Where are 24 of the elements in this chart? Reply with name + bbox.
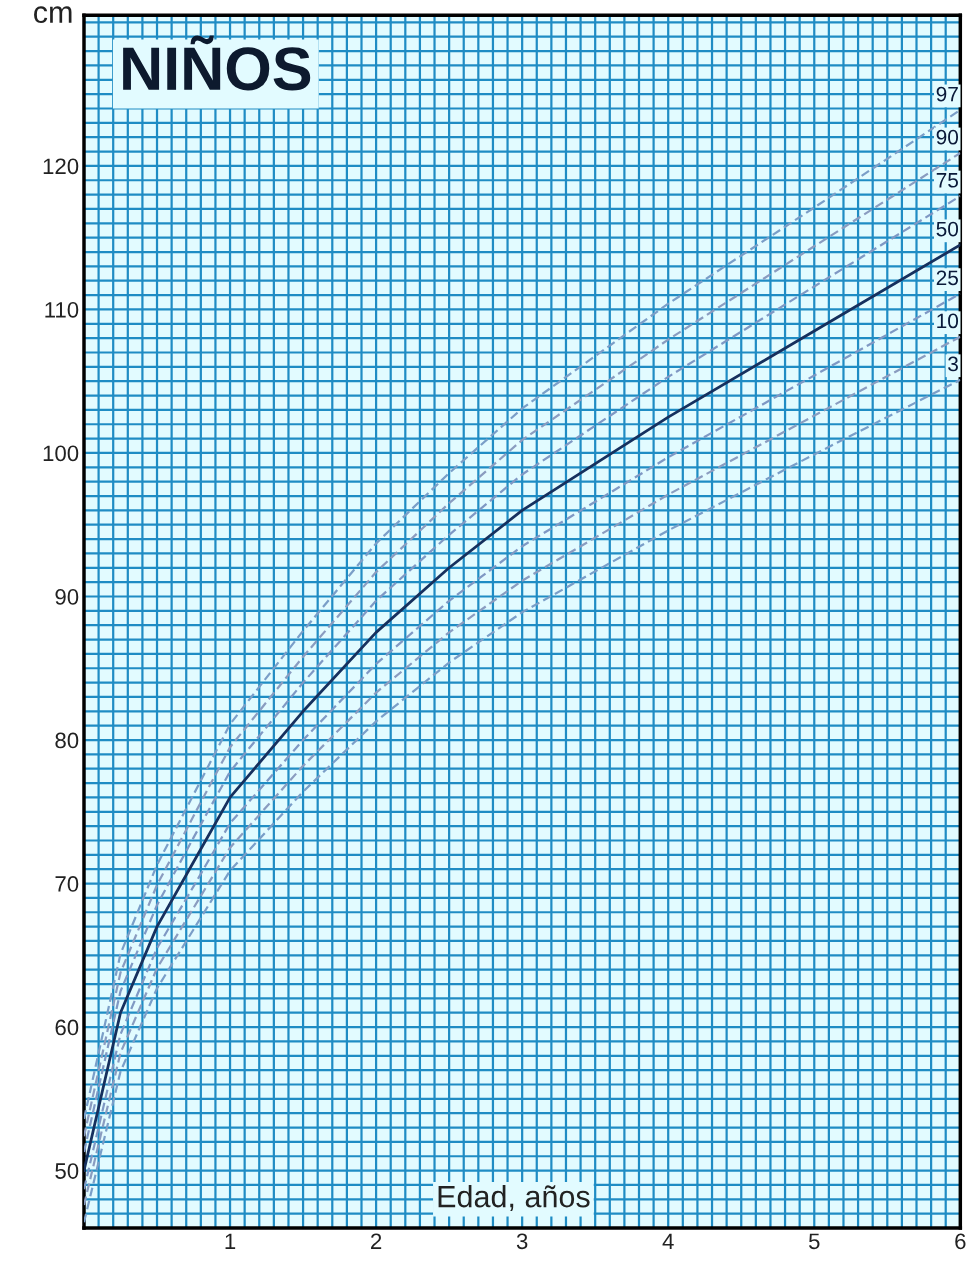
y-axis-title: cm	[34, 6, 72, 24]
series-label: 25	[936, 270, 958, 286]
x-tick-label: 5	[808, 1233, 820, 1250]
series-label: 10	[937, 313, 959, 329]
x-tick-label: 6	[955, 1233, 966, 1250]
series-label: 90	[936, 129, 959, 145]
series-label: 75	[936, 173, 958, 188]
y-tick-label: 110	[45, 301, 79, 318]
y-tick-label: 60	[55, 1019, 79, 1036]
series-label: 50	[936, 221, 959, 237]
y-tick-label: 80	[55, 732, 79, 749]
series-label: 97	[936, 86, 958, 102]
x-tick-label: 2	[371, 1233, 382, 1249]
y-tick-label: 100	[43, 445, 79, 462]
x-tick-label: 3	[516, 1233, 528, 1250]
series-label: 3	[948, 356, 958, 372]
y-tick-label: 70	[55, 876, 79, 892]
y-tick-label: 90	[55, 589, 79, 605]
chart-title: NIÑOS	[123, 35, 311, 91]
y-tick-label: 50	[55, 1163, 79, 1179]
x-tick-label: 4	[662, 1233, 674, 1249]
x-axis-title: Edad, años	[438, 1184, 590, 1212]
y-tick-label: 120	[43, 158, 79, 175]
x-tick-label: 1	[225, 1233, 236, 1249]
